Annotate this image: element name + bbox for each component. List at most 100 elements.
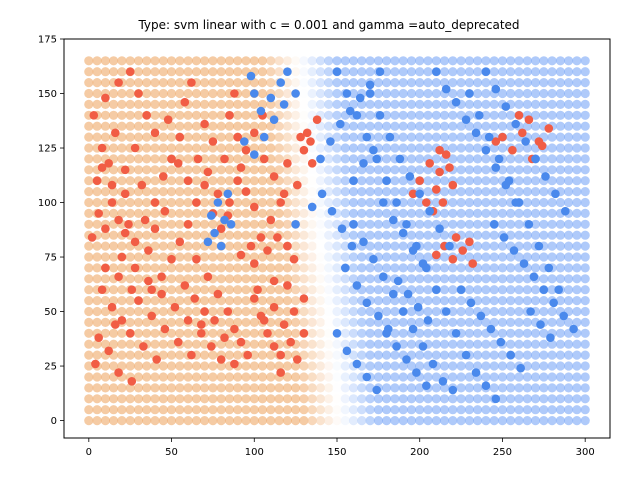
red-point bbox=[220, 154, 229, 164]
background-cell bbox=[456, 219, 466, 229]
background-cell bbox=[357, 219, 367, 229]
background-cell bbox=[497, 165, 508, 175]
red-point bbox=[266, 215, 276, 225]
background-cell bbox=[307, 67, 317, 77]
background-cell bbox=[547, 110, 557, 120]
blue-point bbox=[336, 119, 345, 129]
red-point bbox=[448, 180, 458, 190]
background-cell bbox=[100, 405, 110, 415]
red-point bbox=[163, 115, 173, 124]
background-cell bbox=[547, 317, 557, 327]
background-cell bbox=[564, 88, 574, 99]
background-cell bbox=[555, 350, 566, 360]
background-cell bbox=[150, 252, 160, 262]
background-cell bbox=[125, 394, 135, 404]
blue-point bbox=[465, 89, 474, 98]
background-cell bbox=[249, 230, 259, 240]
background-cell bbox=[398, 187, 408, 197]
background-cell bbox=[348, 88, 359, 99]
background-cell bbox=[324, 361, 334, 371]
background-cell bbox=[340, 143, 350, 153]
background-cell bbox=[183, 143, 193, 153]
background-cell bbox=[522, 394, 532, 404]
background-cell bbox=[84, 241, 94, 251]
background-cell bbox=[166, 143, 177, 153]
background-cell bbox=[390, 306, 400, 317]
background-cell bbox=[84, 176, 94, 186]
background-cell bbox=[481, 176, 491, 186]
background-cell bbox=[183, 165, 193, 175]
background-cell bbox=[555, 383, 566, 393]
background-cell bbox=[448, 78, 458, 88]
background-cell bbox=[142, 296, 152, 306]
background-cell bbox=[415, 143, 425, 153]
background-cell bbox=[291, 56, 301, 66]
background-cell bbox=[84, 328, 94, 338]
background-cell bbox=[92, 306, 102, 317]
background-cell bbox=[324, 67, 334, 77]
background-cell bbox=[564, 154, 574, 164]
background-cell bbox=[274, 416, 284, 426]
background-cell bbox=[324, 230, 334, 240]
background-cell bbox=[564, 132, 574, 142]
blue-point bbox=[441, 84, 451, 94]
background-cell bbox=[324, 383, 334, 393]
background-cell bbox=[299, 99, 309, 109]
background-cell bbox=[506, 285, 516, 295]
background-cell bbox=[100, 394, 110, 404]
background-cell bbox=[257, 219, 268, 229]
background-cell bbox=[398, 328, 408, 338]
background-cell bbox=[456, 274, 466, 284]
background-cell bbox=[439, 416, 450, 426]
background-cell bbox=[415, 394, 425, 404]
background-cell bbox=[481, 121, 491, 131]
background-cell bbox=[117, 67, 127, 77]
background-cell bbox=[125, 274, 135, 284]
red-point bbox=[283, 241, 292, 251]
background-cell bbox=[233, 187, 243, 197]
background-cell bbox=[332, 110, 342, 120]
background-cell bbox=[357, 274, 367, 284]
background-cell bbox=[348, 187, 359, 197]
background-cell bbox=[332, 339, 342, 349]
background-cell bbox=[489, 197, 499, 208]
background-cell bbox=[266, 383, 276, 393]
background-cell bbox=[257, 372, 268, 382]
background-cell bbox=[100, 328, 110, 338]
red-point bbox=[458, 246, 468, 255]
red-point bbox=[120, 228, 130, 238]
background-cell bbox=[109, 328, 119, 338]
background-cell bbox=[241, 317, 251, 327]
background-cell bbox=[464, 208, 474, 218]
background-cell bbox=[522, 285, 532, 295]
background-cell bbox=[555, 197, 566, 208]
background-cell bbox=[439, 67, 450, 77]
background-cell bbox=[315, 405, 326, 415]
background-cell bbox=[448, 372, 458, 382]
background-cell bbox=[191, 274, 201, 284]
background-cell bbox=[175, 110, 185, 120]
background-cell bbox=[423, 252, 433, 262]
background-cell bbox=[580, 67, 590, 77]
background-cell bbox=[133, 56, 144, 66]
background-cell bbox=[324, 121, 334, 131]
blue-point bbox=[326, 137, 335, 146]
background-cell bbox=[191, 88, 201, 99]
background-cell bbox=[464, 252, 474, 262]
background-cell bbox=[92, 350, 102, 360]
red-point bbox=[104, 159, 113, 168]
background-cell bbox=[249, 252, 259, 262]
red-point bbox=[250, 294, 259, 303]
background-cell bbox=[497, 372, 508, 382]
background-cell bbox=[241, 416, 251, 426]
background-cell bbox=[166, 99, 177, 109]
background-cell bbox=[572, 219, 582, 229]
background-cell bbox=[489, 339, 499, 349]
background-cell bbox=[357, 252, 367, 262]
background-cell bbox=[307, 176, 317, 186]
background-cell bbox=[448, 416, 458, 426]
background-cell bbox=[423, 350, 433, 360]
background-cell bbox=[464, 394, 474, 404]
background-cell bbox=[200, 208, 210, 218]
background-cell bbox=[464, 405, 474, 415]
